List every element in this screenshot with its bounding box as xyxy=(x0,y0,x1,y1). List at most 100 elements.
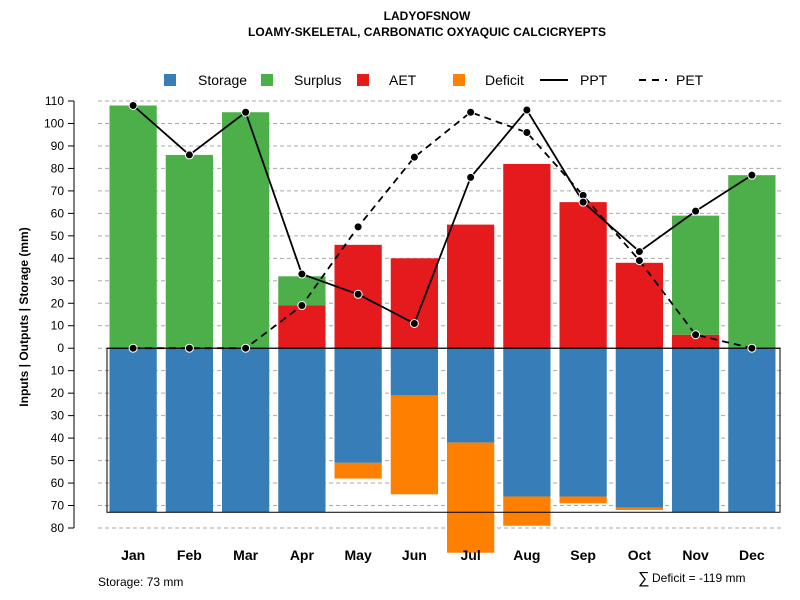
x-label-jan: Jan xyxy=(121,547,145,563)
x-label-feb: Feb xyxy=(177,547,202,563)
bar-aet-nov xyxy=(672,334,720,349)
y-tick-label-11: 0 xyxy=(57,341,64,355)
legend-swatch-storage xyxy=(164,74,176,86)
pet-point-aug xyxy=(522,127,532,137)
bar-deficit-oct xyxy=(615,507,663,511)
bar-storage-aug xyxy=(503,348,551,497)
pet-point-may xyxy=(353,222,363,232)
ppt-point-sep xyxy=(578,197,588,207)
bar-storage-may xyxy=(334,348,382,463)
legend-swatch-deficit xyxy=(453,74,465,86)
ppt-point-jan xyxy=(128,100,138,110)
axes: 1101009080706050403020100102030405060708… xyxy=(44,94,765,563)
y-tick-label-0: 110 xyxy=(45,94,64,108)
y-tick-label-4: 70 xyxy=(51,184,65,198)
bar-deficit-jun xyxy=(390,395,438,495)
x-label-aug: Aug xyxy=(513,547,540,563)
pet-point-mar xyxy=(241,343,251,353)
x-label-mar: Mar xyxy=(233,547,258,563)
y-tick-label-5: 60 xyxy=(51,206,65,220)
pet-point-nov xyxy=(691,330,701,340)
bars xyxy=(106,105,781,553)
legend-label-aet: AET xyxy=(389,72,417,88)
bar-aet-jun xyxy=(390,258,438,349)
ppt-point-apr xyxy=(297,269,307,279)
y-axis-title: Inputs | Outputs | Storage (mm) xyxy=(17,227,31,406)
bar-storage-jun xyxy=(390,348,438,396)
pet-point-oct xyxy=(634,256,644,266)
ppt-point-nov xyxy=(691,206,701,216)
bar-deficit-may xyxy=(334,462,382,479)
ppt-point-feb xyxy=(184,150,194,160)
y-tick-label-10: 10 xyxy=(51,319,65,333)
legend-label-surplus: Surplus xyxy=(294,72,341,88)
legend-label-ppt: PPT xyxy=(580,72,608,88)
lines xyxy=(128,100,757,353)
bar-storage-apr xyxy=(278,348,326,513)
bar-deficit-aug xyxy=(503,496,551,526)
bar-aet-apr xyxy=(278,305,326,349)
ppt-point-mar xyxy=(241,107,251,117)
legend: Storage Surplus AET Deficit PPT PET xyxy=(164,72,704,88)
bar-surplus-apr xyxy=(278,276,326,306)
ppt-point-aug xyxy=(522,105,532,115)
x-label-dec: Dec xyxy=(739,547,765,563)
legend-label-pet: PET xyxy=(676,72,704,88)
x-label-jun: Jun xyxy=(402,547,427,563)
bar-storage-feb xyxy=(165,348,213,513)
ppt-point-jul xyxy=(466,172,476,182)
y-tick-label-13: 20 xyxy=(51,386,65,400)
ppt-point-may xyxy=(353,289,363,299)
y-tick-label-7: 40 xyxy=(51,251,65,265)
bar-aet-jul xyxy=(447,224,495,349)
y-tick-label-8: 30 xyxy=(51,274,65,288)
bar-storage-jan xyxy=(109,348,157,513)
pet-line xyxy=(133,111,753,350)
x-label-sep: Sep xyxy=(570,547,596,563)
legend-label-storage: Storage xyxy=(198,72,247,88)
legend-swatch-surplus xyxy=(261,74,273,86)
y-tick-label-6: 50 xyxy=(51,229,65,243)
y-tick-label-19: 80 xyxy=(51,521,65,535)
chart-subtitle: LOAMY-SKELETAL, CARBONATIC OXYAQUIC CALC… xyxy=(248,25,606,39)
ppt-point-dec xyxy=(747,170,757,180)
bar-deficit-sep xyxy=(559,496,607,504)
x-label-jul: Jul xyxy=(461,547,481,563)
pet-point-jan xyxy=(128,343,138,353)
bar-storage-sep xyxy=(559,348,607,497)
ppt-point-oct xyxy=(634,247,644,257)
x-label-oct: Oct xyxy=(628,547,652,563)
ppt-line xyxy=(132,104,753,325)
bar-storage-mar xyxy=(222,348,270,513)
pet-point-jul xyxy=(466,107,476,117)
bar-aet-sep xyxy=(559,202,607,349)
pet-point-feb xyxy=(184,343,194,353)
bar-aet-oct xyxy=(615,262,663,349)
y-tick-label-2: 90 xyxy=(51,139,65,153)
y-tick-label-3: 80 xyxy=(51,161,65,175)
deficit-note: Deficit = -119 mm xyxy=(652,571,745,585)
bar-surplus-nov xyxy=(672,215,720,335)
bar-storage-dec xyxy=(728,348,776,513)
ppt-point-jun xyxy=(409,318,419,328)
y-tick-label-18: 70 xyxy=(51,499,65,513)
y-tick-label-15: 40 xyxy=(51,431,65,445)
bar-storage-nov xyxy=(672,348,720,513)
legend-swatch-aet xyxy=(357,74,369,86)
bar-aet-aug xyxy=(503,163,551,349)
y-tick-label-9: 20 xyxy=(51,296,65,310)
bar-surplus-feb xyxy=(165,154,213,349)
pet-point-dec xyxy=(747,343,757,353)
pet-point-apr xyxy=(297,301,307,311)
storage-note: Storage: 73 mm xyxy=(98,575,183,589)
y-tick-label-17: 60 xyxy=(51,476,65,490)
bar-deficit-jul xyxy=(447,442,495,553)
y-tick-label-12: 10 xyxy=(51,364,65,378)
y-tick-label-16: 50 xyxy=(51,454,65,468)
chart-title: LADYOFSNOW xyxy=(384,9,471,23)
legend-label-deficit: Deficit xyxy=(485,72,524,88)
x-label-may: May xyxy=(345,547,372,563)
bar-surplus-dec xyxy=(728,175,776,349)
